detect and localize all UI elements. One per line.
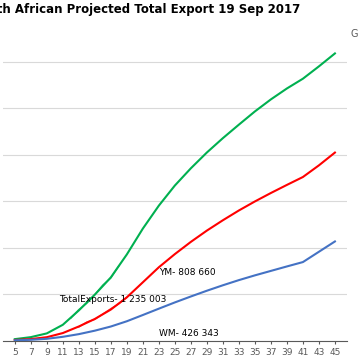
Text: South African Projected Total Export 19 Sep 2017: South African Projected Total Export 19 …: [0, 3, 300, 16]
Text: WM- 426 343: WM- 426 343: [159, 329, 219, 338]
Text: TotalExports- 1 235 003: TotalExports- 1 235 003: [59, 295, 166, 304]
Text: YM- 808 660: YM- 808 660: [159, 268, 216, 277]
Text: G: G: [350, 30, 358, 39]
